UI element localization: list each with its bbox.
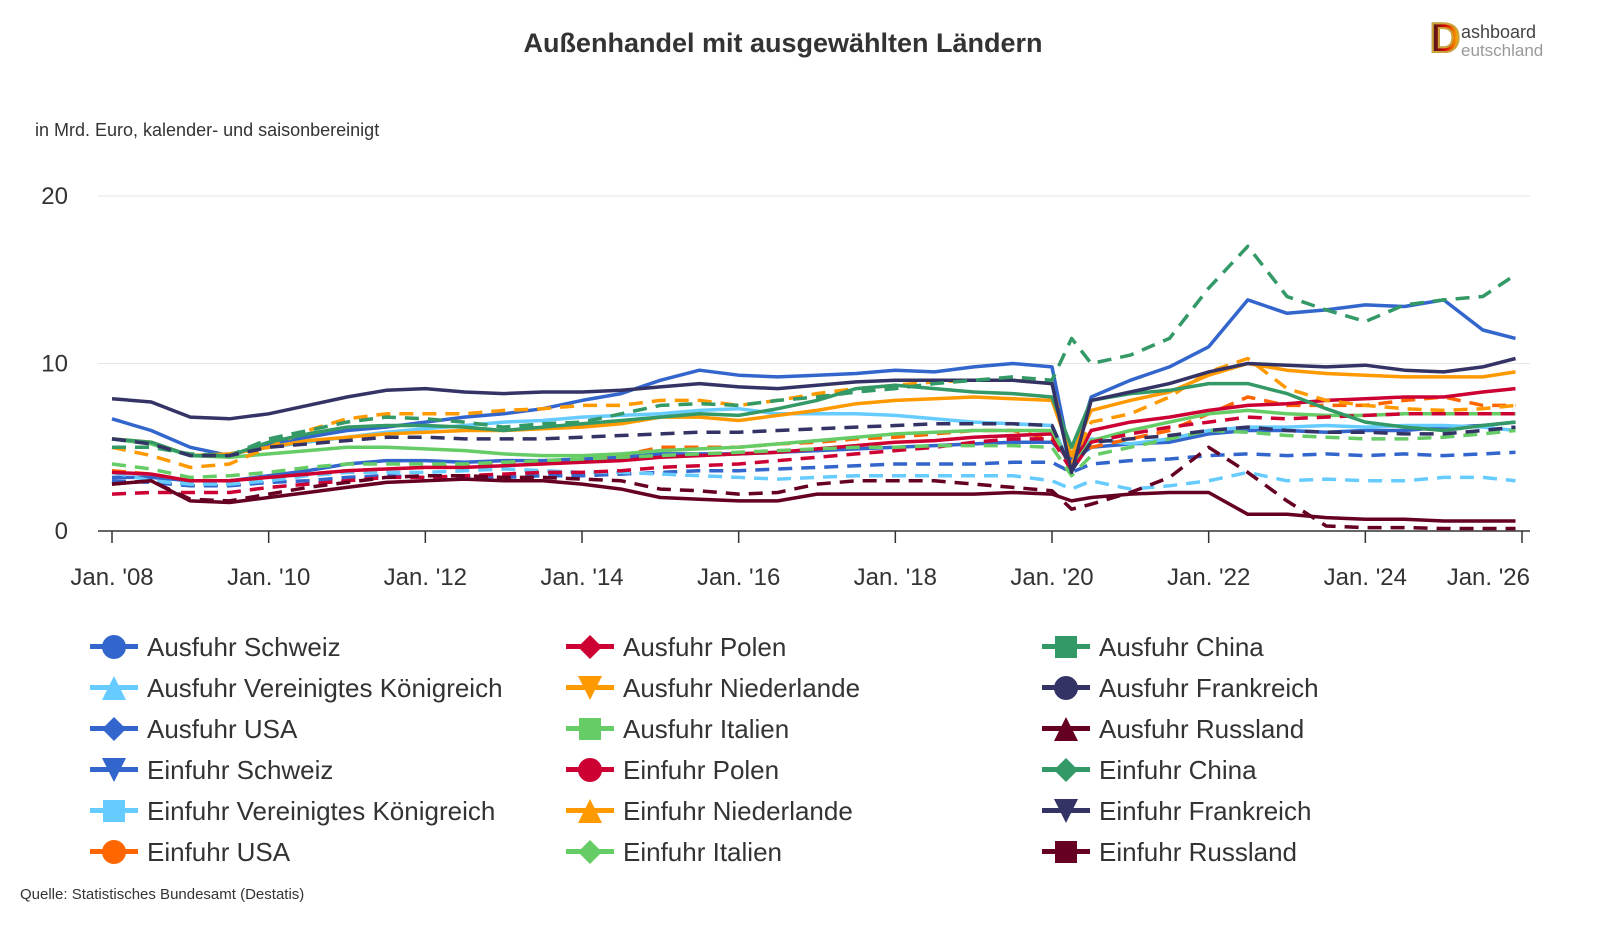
legend-item[interactable]: Einfuhr Niederlande (566, 794, 853, 828)
circle-marker-icon (90, 835, 138, 869)
legend-label: Ausfuhr Russland (1099, 713, 1305, 744)
legend-label: Einfuhr Italien (623, 836, 782, 867)
series-line-einfuhr-italien (111, 428, 1516, 480)
x-tick-label: Jan. '20 (1010, 564, 1093, 591)
triangle-marker-icon (90, 671, 138, 705)
legend-label: Ausfuhr Niederlande (623, 672, 861, 703)
legend-item[interactable]: Einfuhr Frankreich (1042, 794, 1311, 828)
series-line-einfuhr-polen (111, 412, 1516, 496)
dashboard-deutschland-logo: D ashboard eutschland (1429, 13, 1560, 62)
series-line-einfuhr-vereinigtes-königreich (111, 467, 1516, 491)
x-tick-label: Jan. '18 (854, 564, 937, 591)
x-tick-label: Jan. '14 (540, 564, 623, 591)
legend-item[interactable]: Ausfuhr Schweiz (90, 630, 341, 664)
line-chart: 0 10 20 Jan. '08 Jan. '10 Jan. '12 Jan. '14 Jan… (41, 183, 1530, 591)
series-line-ausfuhr-usa (111, 298, 1516, 466)
legend-item[interactable]: Ausfuhr USA (90, 712, 297, 746)
legend-item[interactable]: Ausfuhr Russland (1042, 712, 1304, 746)
circle-marker-icon (566, 753, 614, 787)
square-marker-icon (566, 712, 614, 746)
series-line-einfuhr-niederlande (111, 356, 1516, 470)
source-note: Quelle: Statistisches Bundesamt (Destati… (20, 886, 305, 903)
legend-item[interactable]: Einfuhr Italien (566, 835, 782, 869)
legend-item[interactable]: Ausfuhr Vereinigtes Königreich (90, 671, 503, 705)
logo-line1: ashboard (1461, 22, 1537, 42)
legend-item[interactable]: Einfuhr Vereinigtes Königreich (90, 794, 495, 828)
legend-item[interactable]: Ausfuhr China (1042, 630, 1264, 664)
legend-label: Ausfuhr Polen (623, 631, 787, 662)
triangle-down-marker-icon (1042, 794, 1090, 828)
circle-marker-icon (90, 630, 138, 664)
legend-item[interactable]: Ausfuhr Polen (566, 630, 786, 664)
diamond-marker-icon (566, 630, 614, 664)
x-tick-label: Jan. '08 (70, 564, 153, 591)
legend-label: Einfuhr USA (147, 836, 291, 867)
legend-item[interactable]: Einfuhr China (1042, 753, 1257, 787)
square-marker-icon (1042, 630, 1090, 664)
x-tick-label: Jan. '12 (384, 564, 467, 591)
chart-subtitle: in Mrd. Euro, kalender- und saisonberein… (35, 120, 380, 140)
series-line-ausfuhr-italien (111, 408, 1516, 470)
triangle-marker-icon (1042, 712, 1090, 746)
legend-label: Einfuhr Frankreich (1099, 795, 1312, 826)
legend-item[interactable]: Ausfuhr Frankreich (1042, 671, 1319, 705)
legend-label: Ausfuhr USA (147, 713, 298, 744)
diamond-marker-icon (1042, 753, 1090, 787)
x-tick-label: Jan. '16 (697, 564, 780, 591)
y-tick-label: 0 (55, 518, 68, 545)
legend-label: Ausfuhr Italien (623, 713, 790, 744)
legend-label: Einfuhr Vereinigtes Königreich (147, 795, 496, 826)
series-line-ausfuhr-russland (111, 477, 1516, 523)
y-tick-label: 20 (41, 183, 68, 210)
square-marker-icon (90, 794, 138, 828)
legend-label: Einfuhr Schweiz (147, 754, 334, 785)
x-tick-label: Jan. '22 (1167, 564, 1250, 591)
logo-line2: eutschland (1461, 41, 1544, 60)
legend-item[interactable]: Einfuhr Polen (566, 753, 779, 787)
series-line-ausfuhr-china (111, 381, 1516, 458)
legend-item[interactable]: Einfuhr Russland (1042, 835, 1297, 869)
legend-label: Einfuhr Russland (1099, 836, 1297, 867)
x-tick-label: Jan. '26 (1447, 564, 1530, 591)
legend-label: Ausfuhr Schweiz (147, 631, 341, 662)
x-tick-label: Jan. '10 (227, 564, 310, 591)
legend-item[interactable]: Einfuhr USA (90, 835, 290, 869)
x-tick-label: Jan. '24 (1324, 564, 1407, 591)
legend-item[interactable]: Ausfuhr Niederlande (566, 671, 860, 705)
chart-title: Außenhandel mit ausgewählten Ländern (523, 28, 1043, 58)
series-line-einfuhr-china (112, 244, 1517, 458)
circle-marker-icon (1042, 671, 1090, 705)
triangle-marker-icon (566, 794, 614, 828)
legend-label: Einfuhr Polen (623, 754, 780, 785)
diamond-marker-icon (566, 835, 614, 869)
series-line-ausfuhr-frankreich (111, 356, 1516, 475)
triangle-down-marker-icon (90, 753, 138, 787)
y-tick-label: 10 (41, 351, 68, 378)
legend-label: Einfuhr Niederlande (623, 795, 853, 826)
legend-label: Einfuhr China (1099, 754, 1257, 785)
legend-item[interactable]: Ausfuhr Italien (566, 712, 789, 746)
series-line-einfuhr-schweiz (111, 450, 1516, 488)
legend-label: Ausfuhr Frankreich (1099, 672, 1319, 703)
series-line-ausfuhr-niederlande (111, 361, 1516, 458)
diamond-marker-icon (90, 712, 138, 746)
legend-label: Ausfuhr Vereinigtes Königreich (147, 672, 503, 703)
logo-initial: D (1429, 13, 1461, 62)
triangle-down-marker-icon (566, 671, 614, 705)
legend-label: Ausfuhr China (1099, 631, 1264, 662)
legend-item[interactable]: Einfuhr Schweiz (90, 753, 333, 787)
square-marker-icon (1042, 835, 1090, 869)
